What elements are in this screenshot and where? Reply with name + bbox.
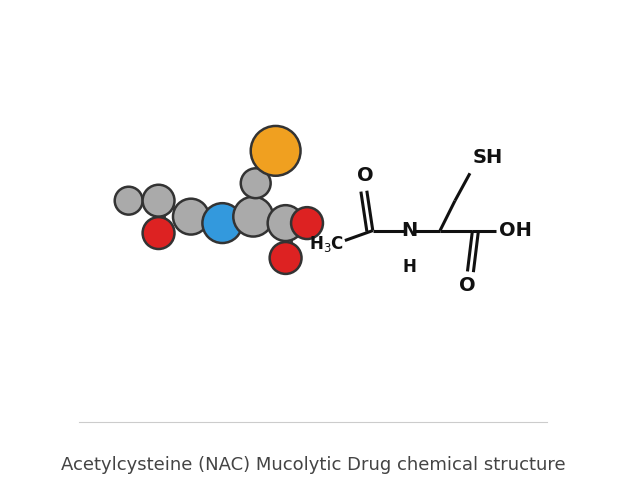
Text: Acetylcysteine (NAC) Mucolytic Drug chemical structure: Acetylcysteine (NAC) Mucolytic Drug chem… bbox=[61, 456, 565, 474]
Text: H$_3$C: H$_3$C bbox=[309, 234, 344, 254]
Circle shape bbox=[202, 203, 242, 243]
Circle shape bbox=[143, 185, 175, 216]
Circle shape bbox=[291, 207, 323, 239]
Circle shape bbox=[241, 168, 270, 198]
Circle shape bbox=[233, 197, 273, 236]
Text: O: O bbox=[459, 277, 476, 296]
Circle shape bbox=[115, 187, 143, 214]
Text: SH: SH bbox=[473, 148, 503, 167]
Circle shape bbox=[143, 217, 175, 249]
Text: OH: OH bbox=[499, 221, 531, 240]
Text: H: H bbox=[403, 258, 416, 276]
Circle shape bbox=[270, 242, 302, 274]
Text: N: N bbox=[401, 221, 418, 240]
Circle shape bbox=[251, 126, 300, 176]
Text: O: O bbox=[357, 166, 374, 185]
Circle shape bbox=[268, 205, 304, 241]
Circle shape bbox=[173, 199, 209, 234]
